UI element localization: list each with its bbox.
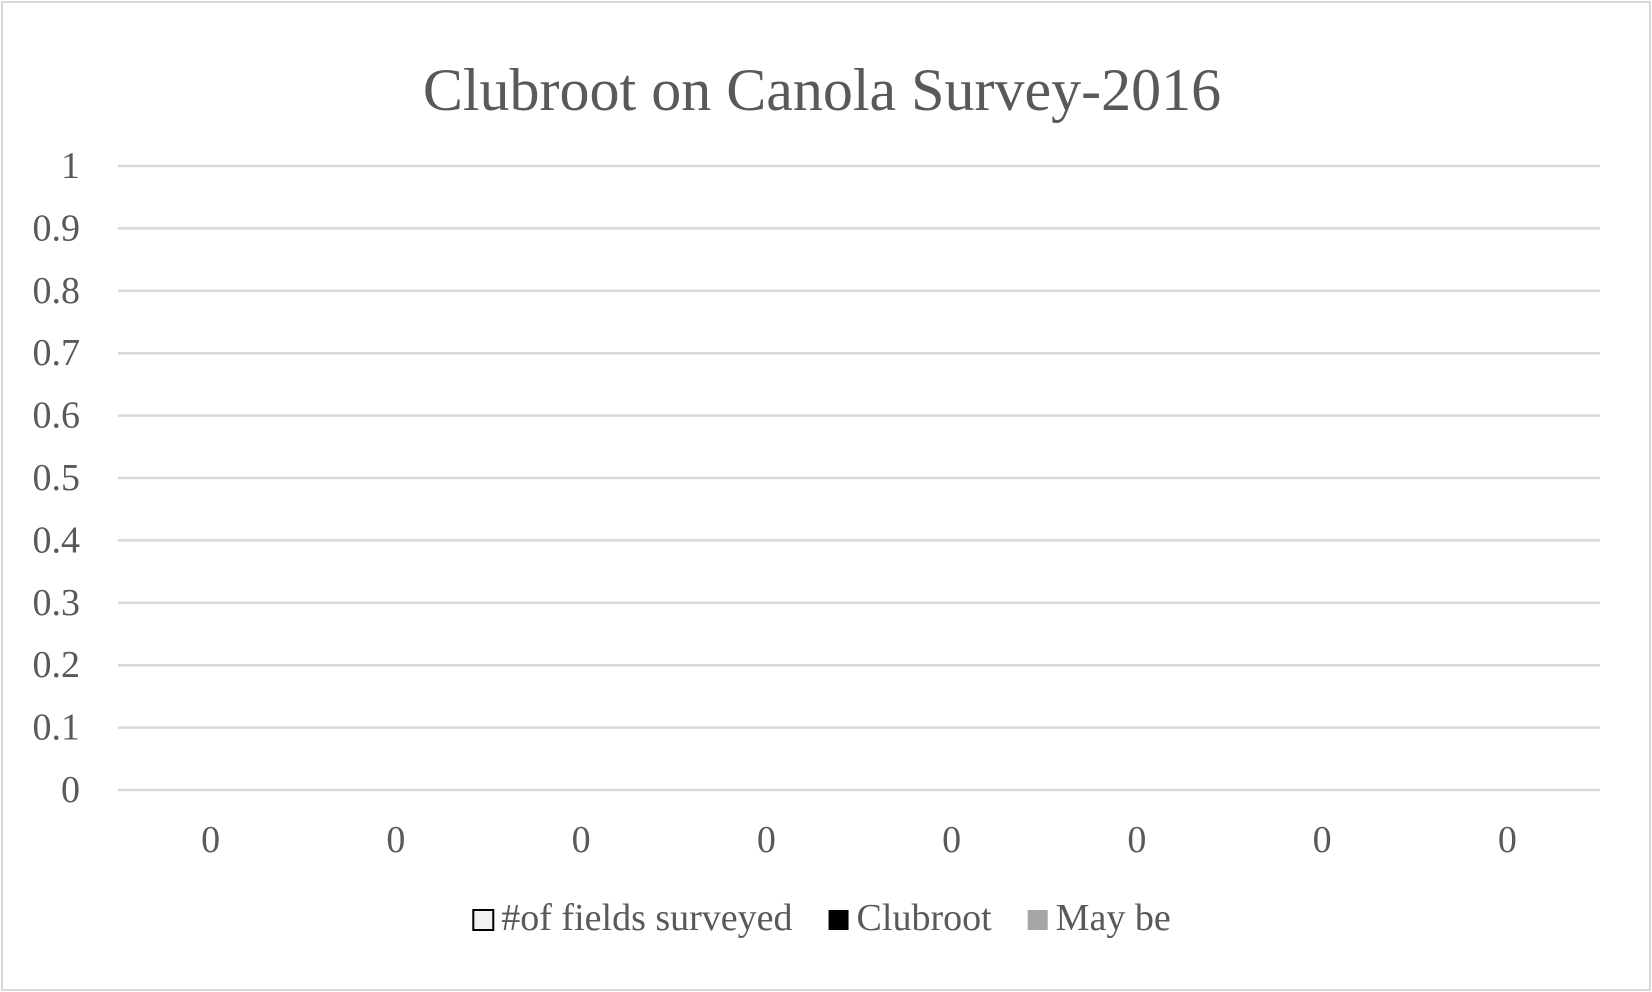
chart-title: Clubroot on Canola Survey-2016 — [423, 57, 1221, 123]
y-tick-label: 0.1 — [33, 707, 81, 749]
x-tick-label: 0 — [942, 819, 961, 861]
x-tick-label: 0 — [201, 819, 220, 861]
legend: #of fields surveyed Clubroot May be — [472, 897, 1171, 939]
legend-item: Clubroot — [828, 897, 993, 939]
x-tick-label: 0 — [757, 819, 776, 861]
x-tick-label: 0 — [1498, 819, 1517, 861]
legend-swatch — [828, 910, 849, 930]
y-axis-tick-labels: 0 0.1 0.2 0.3 0.4 0.5 0.6 0.7 0.8 0.9 1 — [33, 145, 81, 811]
legend-label: Clubroot — [857, 897, 993, 939]
x-tick-label: 0 — [1127, 819, 1146, 861]
x-axis-tick-labels: 0 0 0 0 0 0 0 0 — [201, 819, 1517, 861]
y-tick-label: 0.4 — [33, 519, 81, 561]
legend-swatch — [1027, 910, 1048, 930]
y-tick-label: 1 — [61, 145, 80, 187]
x-tick-label: 0 — [572, 819, 591, 861]
legend-swatch — [472, 909, 495, 931]
y-tick-label: 0.9 — [33, 207, 81, 249]
y-tick-label: 0.7 — [33, 332, 81, 374]
y-tick-label: 0.5 — [33, 457, 81, 499]
legend-label: #of fields surveyed — [501, 897, 792, 939]
legend-label: May be — [1056, 897, 1171, 939]
legend-item: #of fields surveyed — [472, 897, 793, 939]
x-tick-label: 0 — [1313, 819, 1332, 861]
y-tick-label: 0.3 — [33, 582, 81, 624]
y-tick-label: 0.2 — [33, 644, 81, 686]
y-tick-label: 0 — [61, 769, 80, 811]
y-tick-label: 0.6 — [33, 395, 81, 437]
legend-item: May be — [1027, 897, 1171, 939]
y-tick-label: 0.8 — [33, 270, 81, 312]
x-tick-label: 0 — [386, 819, 405, 861]
gridlines — [118, 164, 1600, 792]
